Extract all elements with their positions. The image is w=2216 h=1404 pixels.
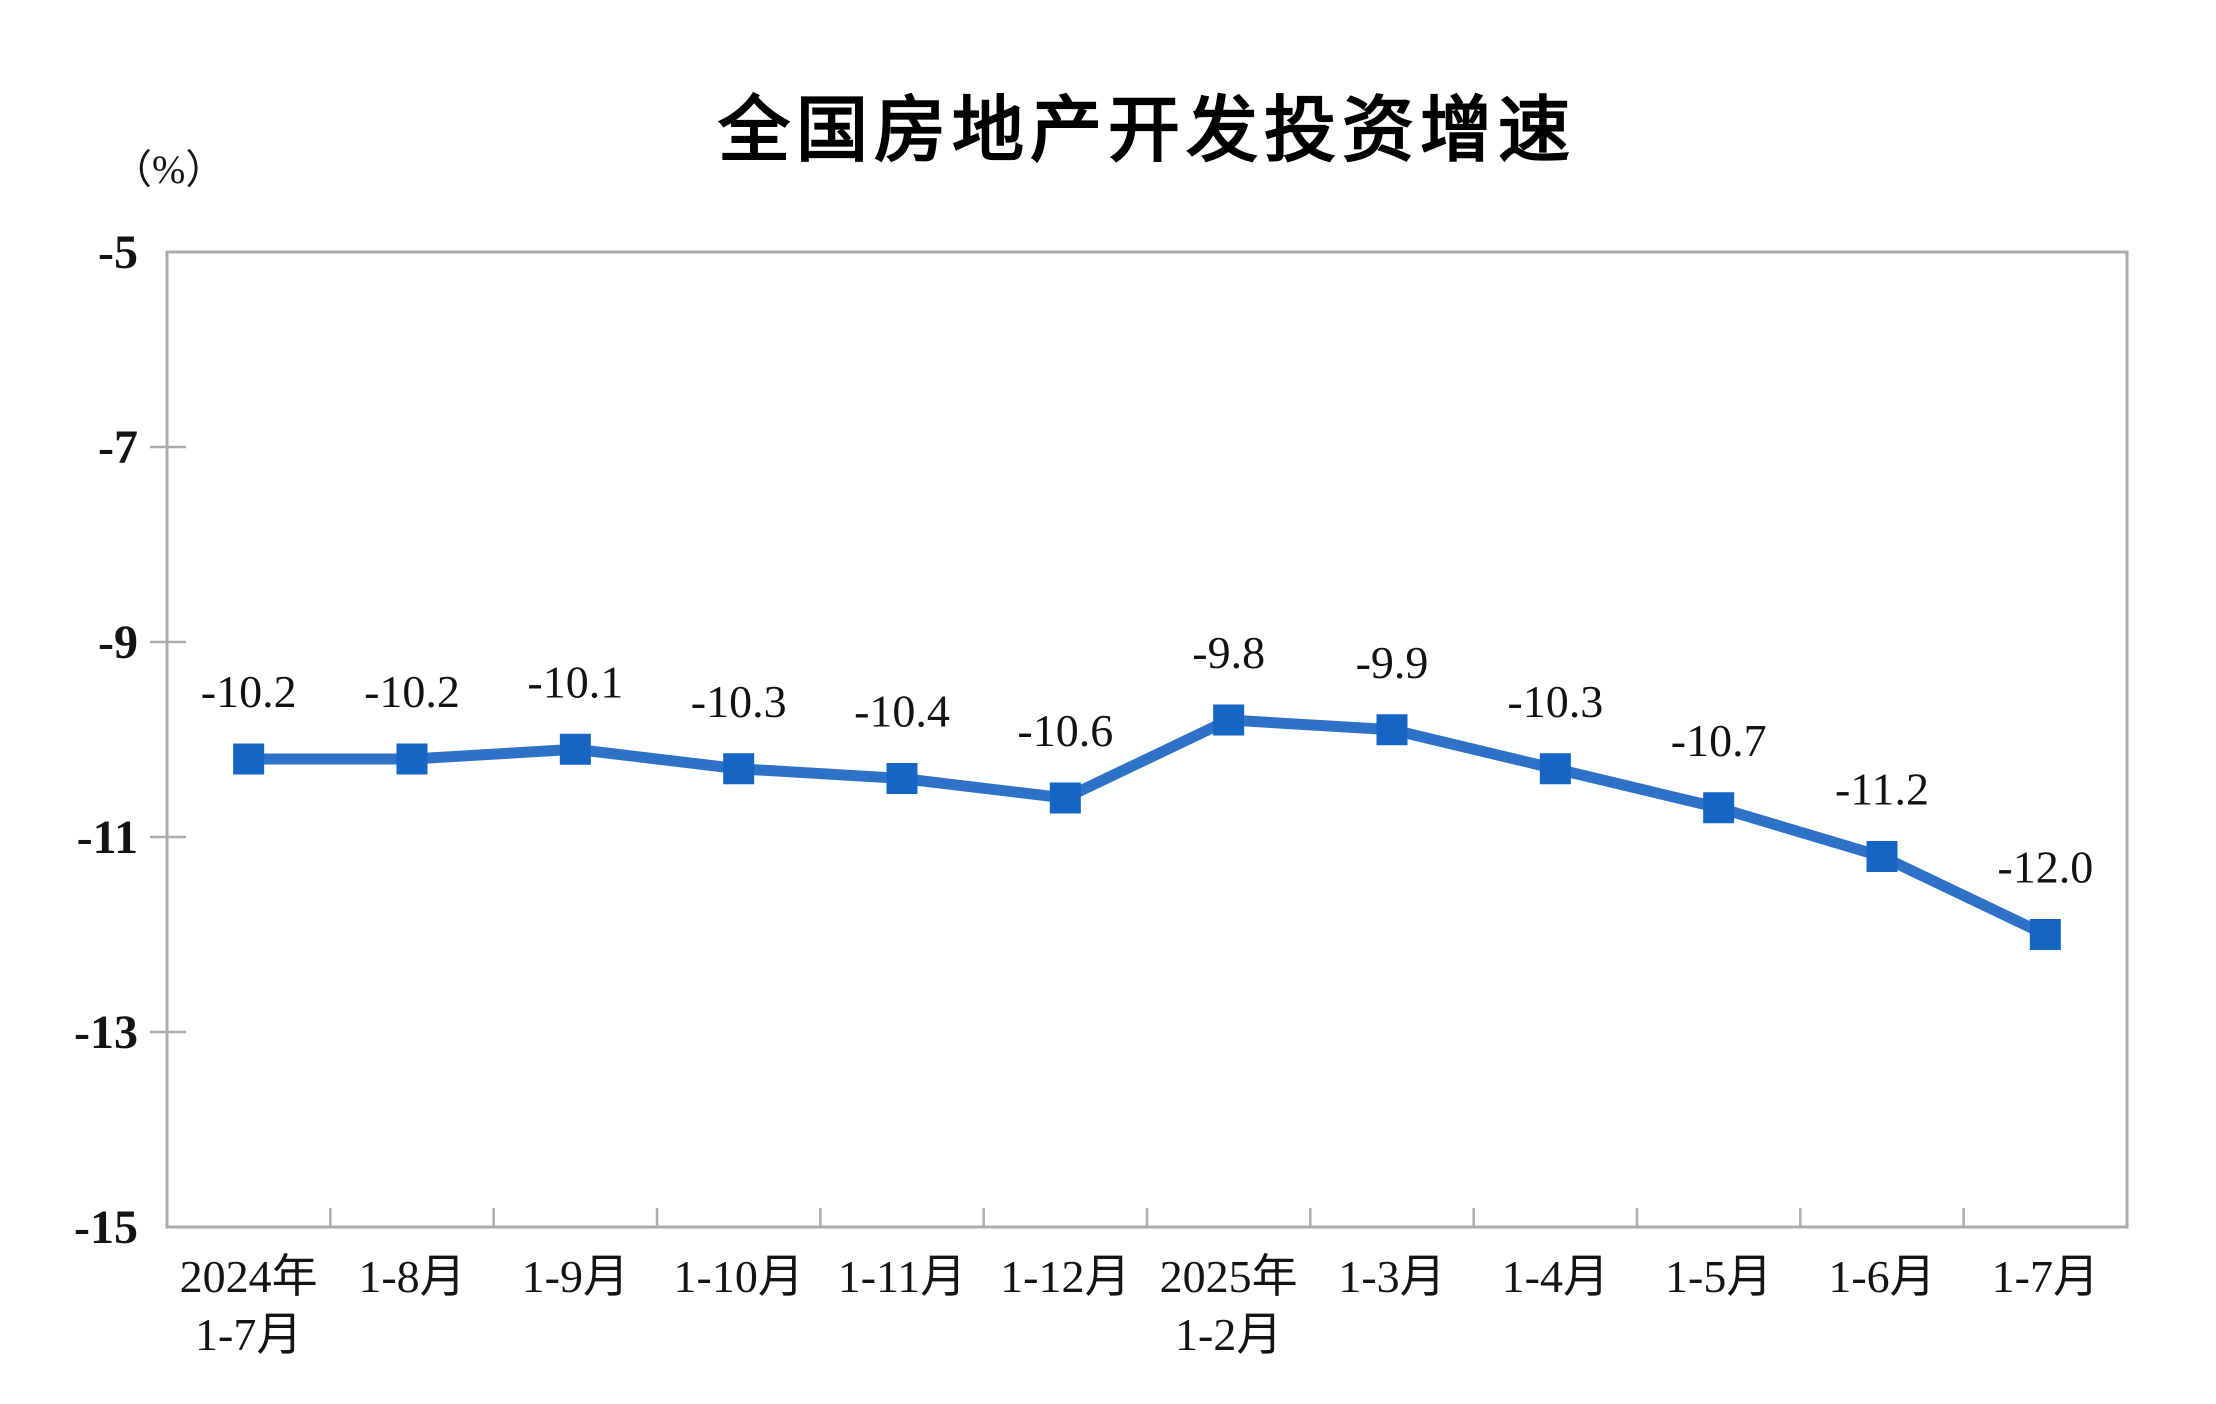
data-point-label: -10.2	[364, 666, 460, 717]
data-point-label: -12.0	[1997, 842, 2093, 893]
x-tick-label: 1-8月	[358, 1251, 465, 1302]
data-point-marker	[2029, 919, 2061, 950]
data-point-marker	[396, 743, 428, 775]
x-tick-label: 1-6月	[1828, 1251, 1935, 1302]
data-point-marker	[1539, 753, 1571, 785]
data-point-label: -10.2	[201, 666, 297, 717]
data-point-label: -10.6	[1017, 705, 1113, 756]
x-tick-label: 1-3月	[1338, 1251, 1445, 1302]
data-point-marker	[1376, 714, 1408, 746]
plot-area-border	[165, 250, 2129, 1229]
data-point-label: -10.1	[527, 656, 623, 707]
data-point-label: -10.7	[1671, 715, 1767, 766]
y-tick-label: -7	[98, 421, 138, 474]
x-tick-label: 1-4月	[1502, 1251, 1609, 1302]
x-axis-ticks	[165, 1208, 2129, 1227]
data-point-marker	[1866, 841, 1898, 872]
data-point-marker	[233, 743, 265, 775]
x-tick-label: 1-10月	[674, 1251, 804, 1302]
x-tick-label: 1-5月	[1665, 1251, 1772, 1302]
data-point-label: -10.3	[691, 676, 787, 727]
data-point-label: -9.9	[1356, 637, 1429, 688]
series-line	[243, 714, 2051, 940]
series-markers	[233, 704, 2061, 950]
y-tick-label: -9	[98, 616, 138, 669]
x-tick-label: 2024年	[180, 1251, 318, 1302]
y-tick-label: -15	[74, 1201, 138, 1254]
data-point-marker	[1049, 782, 1081, 814]
data-point-label: -9.8	[1192, 627, 1265, 678]
data-point-marker	[886, 763, 918, 794]
data-point-marker	[1213, 704, 1245, 736]
data-point-marker	[1703, 792, 1735, 824]
x-tick-label: 1-11月	[838, 1251, 967, 1302]
y-tick-label: -11	[77, 811, 138, 864]
x-axis-labels: 2024年 1-7月 1-8月 1-9月 1-10月 1-11月 1-12月 2025年 1-2…	[180, 1251, 2099, 1360]
x-tick-label: 1-7月	[195, 1309, 302, 1360]
data-point-label: -11.2	[1835, 764, 1929, 815]
x-tick-label: 1-9月	[522, 1251, 629, 1302]
chart-title: 全国房地产开发投资增速	[717, 91, 1576, 171]
data-point-marker	[723, 753, 755, 785]
y-axis-unit-label: （%）	[112, 147, 225, 192]
data-point-marker	[559, 733, 591, 765]
x-tick-label: 1-12月	[1000, 1251, 1130, 1302]
series-data-labels: -10.2 -10.2 -10.1 -10.3 -10.4 -10.6 -9.8 -9.9 -1…	[201, 627, 2093, 893]
y-axis-ticks	[150, 445, 186, 1034]
x-tick-label: 2025年	[1160, 1251, 1298, 1302]
y-tick-label: -5	[98, 226, 138, 279]
data-point-label: -10.3	[1507, 676, 1603, 727]
y-axis-labels: -5 -7 -9 -11 -13 -15	[74, 226, 138, 1254]
y-tick-label: -13	[74, 1006, 138, 1059]
data-point-label: -10.4	[854, 686, 950, 737]
x-tick-label: 1-2月	[1175, 1309, 1282, 1360]
x-tick-label: 1-7月	[1992, 1251, 2099, 1302]
